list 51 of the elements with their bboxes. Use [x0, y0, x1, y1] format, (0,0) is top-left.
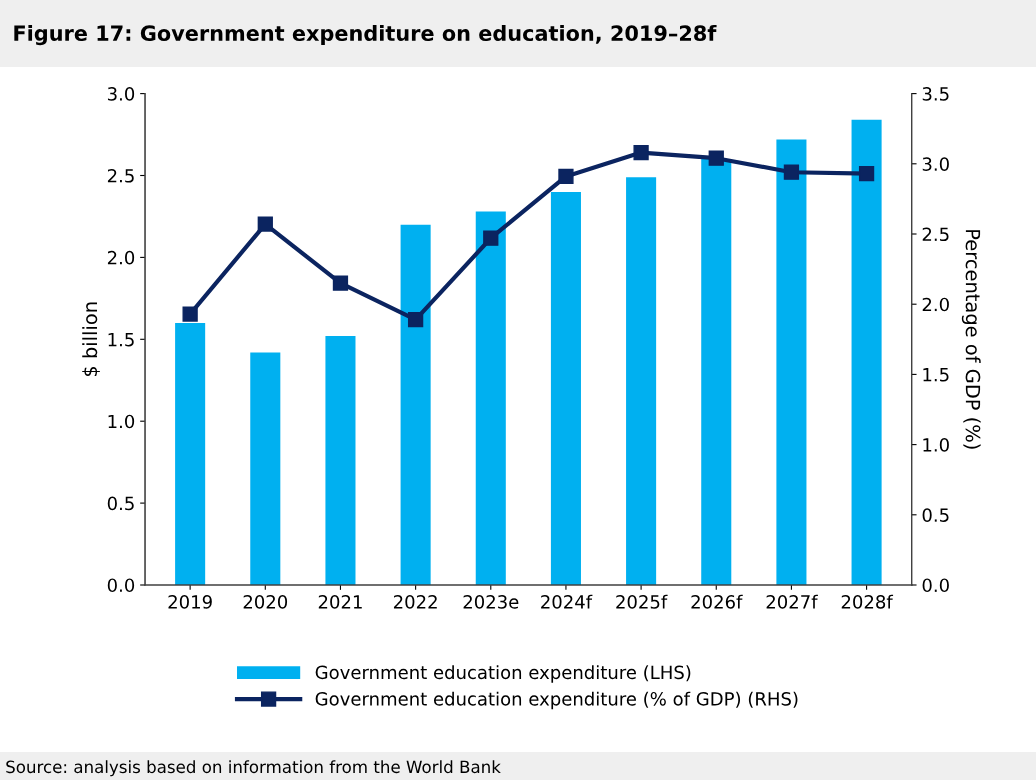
point — [558, 168, 574, 185]
y-tick-label: 1.0 — [108, 414, 135, 429]
y2-tick-label: 2.0 — [922, 297, 949, 312]
point — [257, 216, 273, 232]
bar — [475, 211, 506, 585]
y-tick-label: 1.5 — [108, 333, 134, 347]
point — [708, 150, 724, 166]
x-tick-label: 2019 — [168, 595, 212, 609]
y-tick-label: 0.0 — [107, 578, 135, 593]
x-tick-label: 2025f — [616, 594, 668, 609]
bar — [325, 336, 356, 585]
point — [858, 165, 875, 182]
x-tick-label: 2028f — [841, 594, 894, 609]
y2-tick-label: 1.0 — [923, 438, 949, 452]
y2-tick-label: 3.0 — [922, 157, 949, 171]
y-tick-label: 2.5 — [107, 168, 134, 183]
x-tick-label: 2021 — [318, 595, 362, 609]
bar — [175, 322, 206, 585]
x-tick-label: 2024f — [541, 594, 593, 609]
point — [633, 144, 649, 161]
x-tick-label: 2020 — [243, 595, 288, 609]
point — [483, 230, 499, 246]
x-tick-label: 2027f — [766, 594, 818, 609]
bar — [626, 177, 657, 585]
point — [182, 306, 198, 322]
bar — [701, 159, 732, 585]
bar — [400, 224, 431, 585]
legend-label: Government education expenditure (LHS) — [315, 665, 691, 683]
point — [407, 312, 424, 328]
bar — [776, 139, 807, 585]
y2-tick-label: 2.5 — [922, 227, 949, 242]
y2-axis-title: Percentage of GDP (%) — [961, 230, 981, 449]
legend-label: Government education expenditure (% of GDP) (RHS) — [315, 691, 798, 710]
y-tick-label: 2.0 — [107, 250, 135, 265]
source-note: Source: analysis based on information from the World Bank — [6, 760, 501, 777]
bar — [250, 352, 281, 585]
y-tick-label: 3.0 — [107, 87, 135, 101]
chart-title: Figure 17: Government expenditure on education, 2019–28f — [14, 24, 717, 46]
y2-tick-label: 3.5 — [922, 87, 949, 101]
y2-tick-label: 0.0 — [922, 578, 949, 593]
x-tick-label: 2022 — [393, 595, 437, 609]
y-axis-title: $ billion — [82, 302, 100, 377]
y-tick-label: 0.5 — [107, 496, 134, 511]
y2-tick-label: 1.5 — [923, 368, 949, 382]
point — [783, 164, 800, 180]
bar — [851, 119, 882, 585]
x-tick-label: 2026f — [691, 594, 743, 609]
point — [332, 275, 349, 291]
y2-tick-label: 0.5 — [922, 508, 949, 522]
x-tick-label: 2023e — [463, 595, 519, 609]
bar — [550, 191, 581, 585]
